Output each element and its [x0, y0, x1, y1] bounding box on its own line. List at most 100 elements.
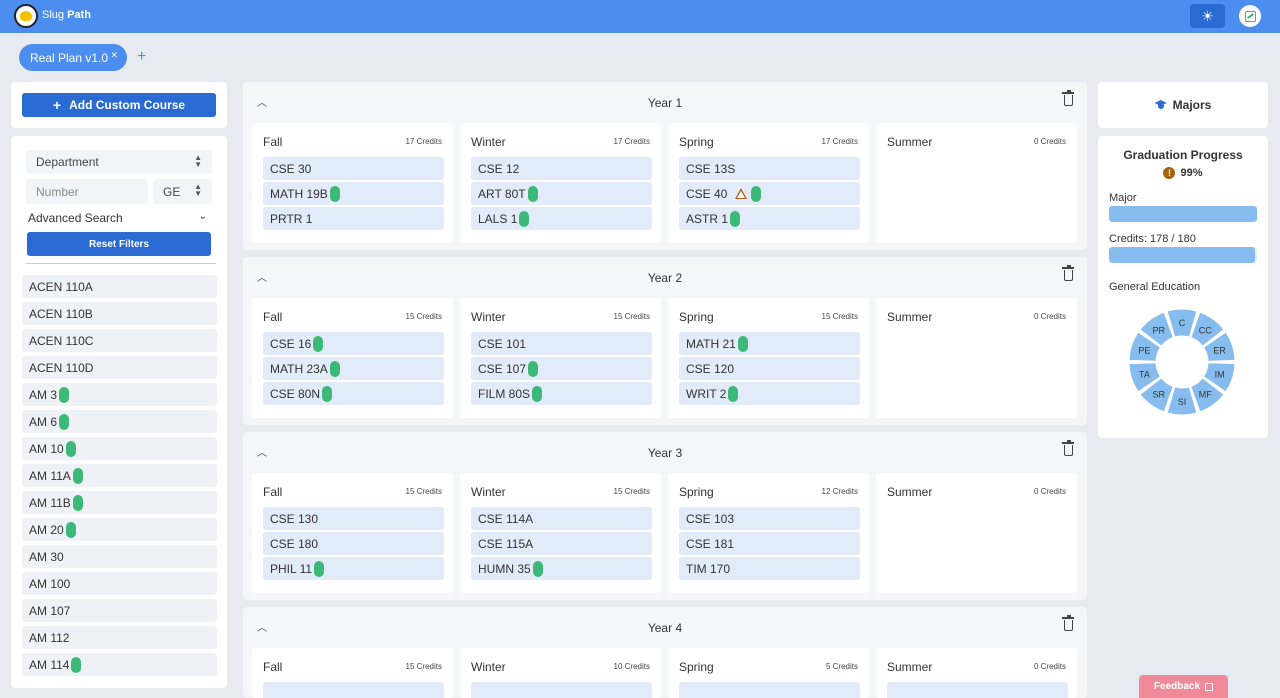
quarter-winter[interactable]: Winter 15 Credits CSE 101 CSE 107 FILM 80S: [460, 298, 661, 418]
theme-toggle-button[interactable]: ☀: [1190, 4, 1225, 28]
quarter-winter[interactable]: Winter 17 Credits CSE 12 ART 80T LALS 1: [460, 123, 661, 243]
planned-course[interactable]: CSE 107: [471, 357, 652, 380]
chart-icon[interactable]: [1239, 5, 1261, 27]
course-code: PHIL 11: [270, 561, 313, 576]
course-list-item[interactable]: AM 10: [22, 437, 217, 460]
add-custom-course-button[interactable]: + Add Custom Course: [22, 93, 216, 117]
ge-segment-sr[interactable]: [1139, 377, 1174, 413]
quarter-fall[interactable]: Fall 15 Credits: [252, 648, 453, 698]
quarter-fall[interactable]: Fall 15 Credits CSE 130 CSE 180 PHIL 11: [252, 473, 453, 593]
course-list-item[interactable]: ACEN 110B: [22, 302, 217, 325]
trash-icon[interactable]: [1062, 90, 1074, 106]
quarter-name: Winter: [471, 660, 506, 674]
quarter-spring[interactable]: Spring 15 Credits MATH 21 CSE 120 WRIT 2: [668, 298, 869, 418]
quarter-spring[interactable]: Spring 17 Credits CSE 13S CSE 40 ASTR 1: [668, 123, 869, 243]
trash-icon[interactable]: [1062, 440, 1074, 456]
planned-course[interactable]: CSE 120: [679, 357, 860, 380]
course-list-item[interactable]: AM 114: [22, 653, 217, 676]
planned-course[interactable]: ART 80T: [471, 182, 652, 205]
ge-segment-pr[interactable]: [1139, 311, 1174, 347]
course-list-item[interactable]: AM 11A: [22, 464, 217, 487]
course-list-item[interactable]: AM 3: [22, 383, 217, 406]
course-code: ACEN 110B: [29, 306, 93, 321]
course-list-item[interactable]: AM 107: [22, 599, 217, 622]
quarter-summer[interactable]: Summer 0 Credits: [876, 123, 1077, 243]
ge-badge: [59, 386, 70, 403]
ge-segment-mf[interactable]: [1190, 377, 1225, 413]
planned-course[interactable]: CSE 12: [471, 157, 652, 180]
course-list-item[interactable]: AM 30: [22, 545, 217, 568]
chevron-up-icon[interactable]: ︿: [257, 623, 267, 634]
quarter-credits: 15 Credits: [405, 487, 442, 496]
department-select[interactable]: Department ▲ ▼: [26, 150, 212, 174]
number-input[interactable]: Number: [26, 179, 148, 204]
quarter-summer[interactable]: Summer 0 Credits: [876, 298, 1077, 418]
reset-filters-button[interactable]: Reset Filters: [27, 232, 211, 256]
trash-icon[interactable]: [1062, 615, 1074, 631]
planned-course[interactable]: LALS 1: [471, 207, 652, 230]
ge-segment-cc[interactable]: [1190, 311, 1225, 347]
chevron-up-icon[interactable]: ︿: [257, 273, 267, 284]
planned-course[interactable]: TIM 170: [679, 557, 860, 580]
quarter-fall[interactable]: Fall 17 Credits CSE 30 MATH 19B PRTR 1: [252, 123, 453, 243]
planned-course[interactable]: CSE 16: [263, 332, 444, 355]
planned-course[interactable]: CSE 101: [471, 332, 652, 355]
planned-course[interactable]: PRTR 1: [263, 207, 444, 230]
add-plan-button[interactable]: +: [137, 48, 147, 65]
course-list-item[interactable]: AM 6: [22, 410, 217, 433]
trash-icon[interactable]: [1062, 265, 1074, 281]
advanced-search-toggle[interactable]: Advanced Search ⌄: [28, 211, 207, 225]
slug-logo-icon[interactable]: [14, 4, 38, 28]
planned-course[interactable]: CSE 114A: [471, 507, 652, 530]
planned-course[interactable]: CSE 13S: [679, 157, 860, 180]
course-list-item[interactable]: ACEN 110A: [22, 275, 217, 298]
ge-segment-ta[interactable]: [1128, 362, 1162, 393]
ge-segment-label: MF: [1199, 389, 1212, 399]
planned-course[interactable]: FILM 80S: [471, 382, 652, 405]
planned-course[interactable]: CSE 181: [679, 532, 860, 555]
planned-course[interactable]: HUMN 35: [471, 557, 652, 580]
planned-course[interactable]: WRIT 2: [679, 382, 860, 405]
ge-segment-er[interactable]: [1202, 331, 1236, 362]
planned-course[interactable]: CSE 115A: [471, 532, 652, 555]
quarter-winter[interactable]: Winter 15 Credits CSE 114A CSE 115A HUMN 35: [460, 473, 661, 593]
planned-course[interactable]: MATH 23A: [263, 357, 444, 380]
course-list-item[interactable]: AM 100: [22, 572, 217, 595]
quarter-summer[interactable]: Summer 0 Credits: [876, 648, 1077, 698]
course-list-item[interactable]: ACEN 110D: [22, 356, 217, 379]
planned-course[interactable]: CSE 130: [263, 507, 444, 530]
quarter-winter[interactable]: Winter 10 Credits: [460, 648, 661, 698]
planned-course[interactable]: CSE 180: [263, 532, 444, 555]
chevron-up-icon[interactable]: ︿: [257, 98, 267, 109]
planned-course[interactable]: CSE 40: [679, 182, 860, 205]
ge-segment-c[interactable]: [1166, 308, 1198, 338]
majors-button[interactable]: Majors: [1098, 82, 1268, 128]
quarter-summer[interactable]: Summer 0 Credits: [876, 473, 1077, 593]
planned-course[interactable]: CSE 103: [679, 507, 860, 530]
planned-course[interactable]: PHIL 11: [263, 557, 444, 580]
planned-course[interactable]: ASTR 1: [679, 207, 860, 230]
course-list-item[interactable]: AM 112: [22, 626, 217, 649]
course-code: ASTR 1: [686, 211, 729, 226]
quarter-spring[interactable]: Spring 5 Credits: [668, 648, 869, 698]
course-list-item[interactable]: AM 20: [22, 518, 217, 541]
ge-badge: [532, 385, 543, 402]
course-code: CSE 16: [270, 336, 312, 351]
quarter-fall[interactable]: Fall 15 Credits CSE 16 MATH 23A CSE 80N: [252, 298, 453, 418]
planned-course[interactable]: MATH 21: [679, 332, 860, 355]
planned-course[interactable]: CSE 30: [263, 157, 444, 180]
planned-course[interactable]: CSE 80N: [263, 382, 444, 405]
quarter-spring[interactable]: Spring 12 Credits CSE 103 CSE 181 TIM 170: [668, 473, 869, 593]
feedback-button[interactable]: Feedback: [1139, 675, 1228, 698]
planned-course[interactable]: MATH 19B: [263, 182, 444, 205]
close-icon[interactable]: ✕: [110, 50, 118, 60]
ge-segment-label: SR: [1153, 389, 1166, 399]
plan-tab[interactable]: Real Plan v1.0 ✕: [19, 44, 127, 71]
ge-select[interactable]: GE ▲ ▼: [153, 179, 212, 204]
course-list-item[interactable]: ACEN 110C: [22, 329, 217, 352]
ge-segment-im[interactable]: [1202, 362, 1236, 393]
course-list-item[interactable]: AM 11B: [22, 491, 217, 514]
ge-segment-si[interactable]: [1166, 386, 1198, 416]
chevron-up-icon[interactable]: ︿: [257, 448, 267, 459]
ge-segment-pe[interactable]: [1128, 331, 1162, 362]
